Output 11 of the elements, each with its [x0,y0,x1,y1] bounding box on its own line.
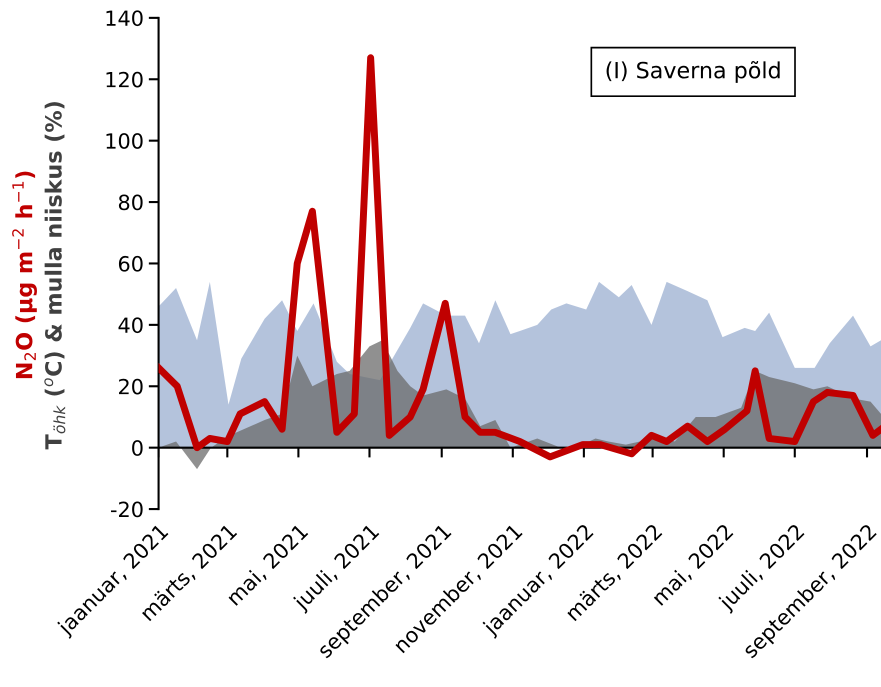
y-tick-label: 40 [118,317,143,334]
y-tick-label: 120 [106,72,143,88]
y-tick-label: 80 [118,194,143,210]
y-tick-label: 0 [132,440,143,456]
y-tick-label: 60 [118,256,143,272]
y-tick-label: 100 [106,133,143,149]
text: N$_{2}$O (µg m$^{−2}$ h$^{−1}$) T$_{öhk}$ ($^{o}$C) & mulla niiskus (%) [12,102,66,450]
y-tick-label: 20 [119,378,143,394]
annotation: (I) Saverna põld [606,60,780,83]
y-tick-label: 140 [106,10,143,26]
y-tick-label: -20 [110,502,143,518]
